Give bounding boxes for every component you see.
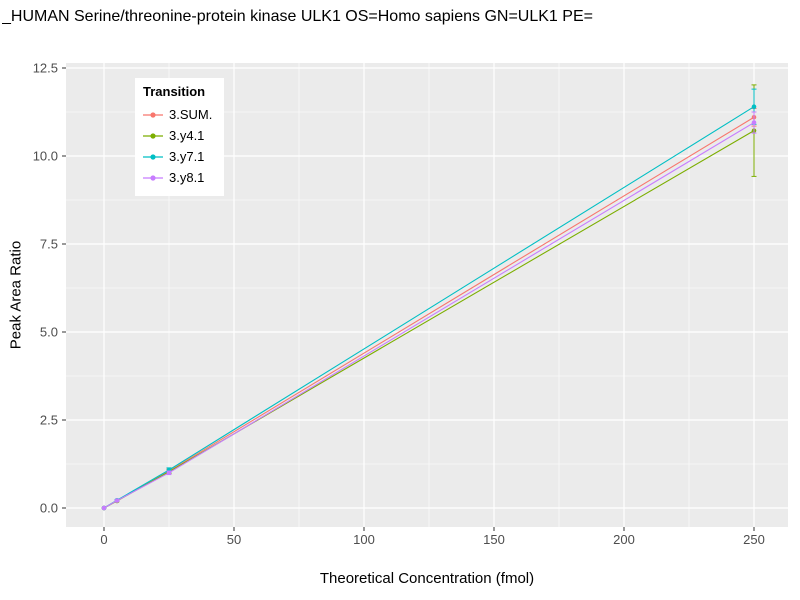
data-point [751, 120, 757, 125]
legend-entry: 3.SUM. [143, 104, 212, 125]
data-point [751, 104, 757, 110]
data-point [101, 505, 107, 511]
legend-marker-icon [143, 150, 163, 164]
legend-entry-label: 3.y8.1 [169, 170, 205, 185]
data-point [166, 470, 172, 476]
series-line [103, 122, 755, 509]
legend: Transition 3.SUM. 3.y4.1 3.y7.1 3.y8.1 [135, 78, 225, 196]
x-tick-label: 0 [100, 532, 107, 547]
legend-entry: 3.y8.1 [143, 167, 212, 188]
legend-entry-label: 3.SUM. [169, 107, 213, 122]
x-tick-label: 50 [227, 532, 241, 547]
y-tick-label: 0.0 [40, 501, 58, 516]
legend-marker-icon [143, 171, 163, 185]
legend-entry: 3.y7.1 [143, 146, 212, 167]
y-tick-label: 10.0 [33, 149, 58, 164]
legend-entries: 3.SUM. 3.y4.1 3.y7.1 3.y8.1 [143, 104, 212, 188]
data-point [114, 498, 120, 503]
x-tick-label: 100 [353, 532, 375, 547]
y-tick-label: 5.0 [40, 325, 58, 340]
legend-entry-label: 3.y4.1 [169, 128, 205, 143]
y-tick-label: 2.5 [40, 413, 58, 428]
legend-entry: 3.y4.1 [143, 125, 212, 146]
legend-marker-icon [143, 129, 163, 143]
x-tick-label: 200 [613, 532, 635, 547]
legend-entry-label: 3.y7.1 [169, 149, 205, 164]
x-tick-label: 250 [743, 532, 765, 547]
y-axis-label: Peak Area Ratio [7, 240, 25, 350]
x-tick-label: 150 [483, 532, 505, 547]
legend-marker-icon [143, 108, 163, 122]
y-tick-label: 7.5 [40, 237, 58, 252]
y-tick-label: 12.5 [33, 61, 58, 76]
legend-title: Transition [143, 84, 206, 99]
chart-title: _HUMAN Serine/threonine-protein kinase U… [2, 8, 593, 25]
x-axis-label: Theoretical Concentration (fmol) [319, 570, 535, 587]
